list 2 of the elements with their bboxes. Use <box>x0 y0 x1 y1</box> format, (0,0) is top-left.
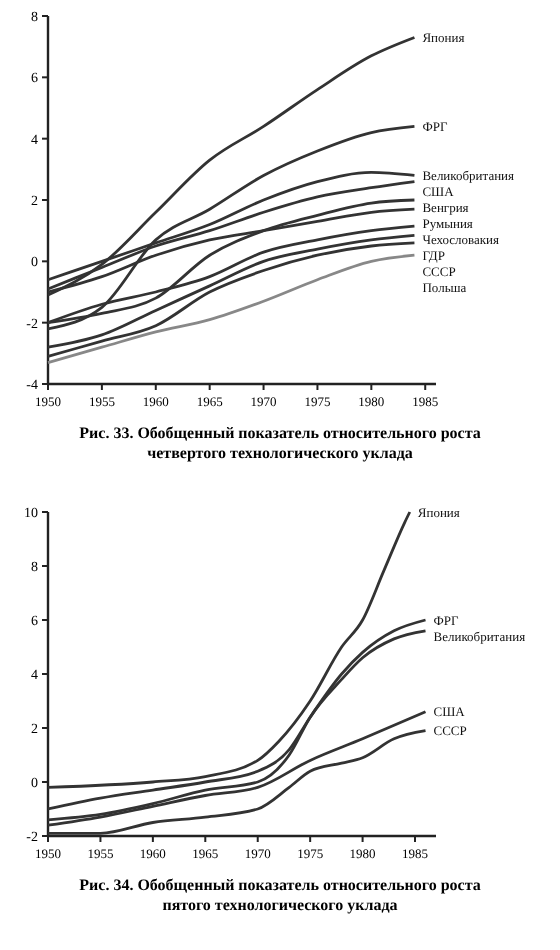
text: Рис. 34. Обобщенный показатель относительного роста пятого технологического уклада <box>79 876 481 914</box>
text: Рис. 33. Обобщенный показатель относительного роста четвертого технологического уклада <box>79 424 481 462</box>
